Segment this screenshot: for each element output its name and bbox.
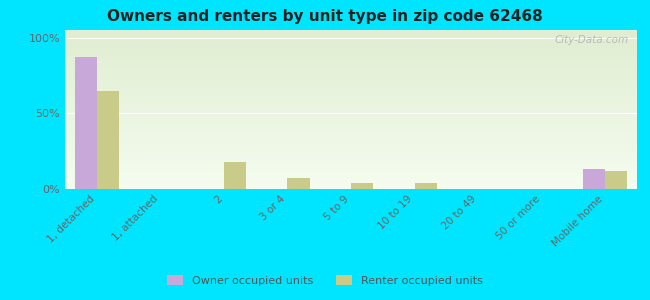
Bar: [351, 183, 373, 189]
Bar: [287, 178, 309, 189]
Text: Owners and renters by unit type in zip code 62468: Owners and renters by unit type in zip c…: [107, 9, 543, 24]
Text: City-Data.com: City-Data.com: [554, 35, 629, 45]
Bar: [75, 57, 97, 189]
Bar: [97, 91, 119, 189]
Legend: Owner occupied units, Renter occupied units: Owner occupied units, Renter occupied un…: [161, 270, 489, 291]
Bar: [415, 183, 437, 189]
Bar: [583, 169, 605, 189]
Bar: [605, 171, 627, 189]
Bar: [224, 162, 246, 189]
